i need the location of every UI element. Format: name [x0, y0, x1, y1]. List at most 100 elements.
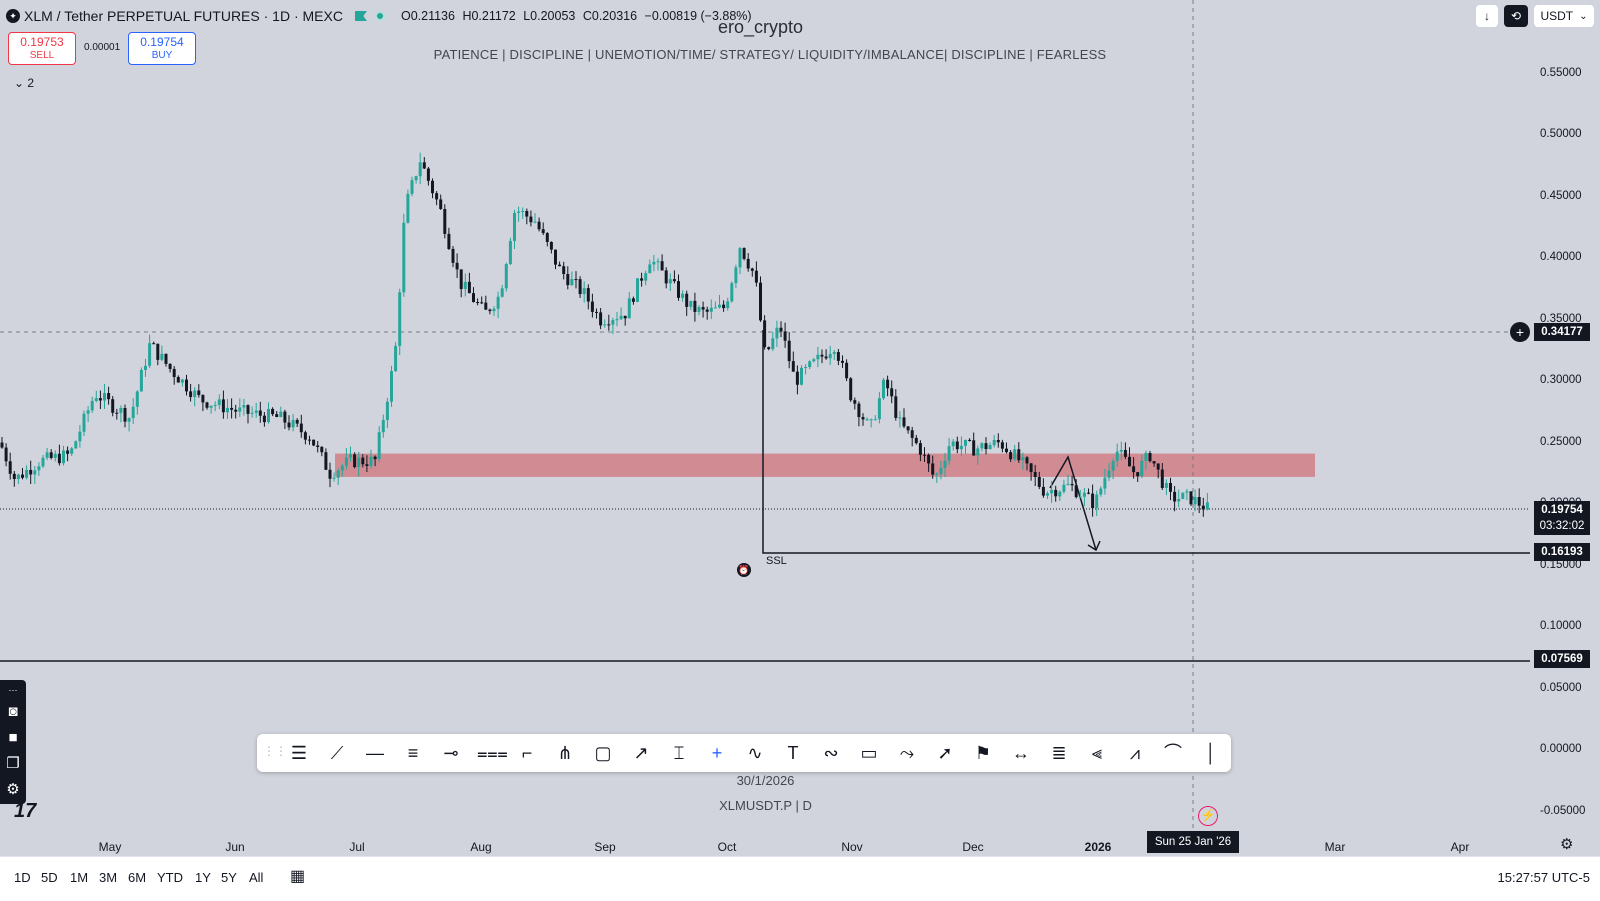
- comment-icon[interactable]: ▭: [860, 743, 878, 763]
- candle-body: [923, 454, 926, 456]
- candle-body: [603, 324, 607, 326]
- horizontal-ray-icon[interactable]: ⊸: [443, 743, 459, 763]
- flag-marker-icon[interactable]: ⚑: [974, 743, 992, 763]
- candle-body: [1136, 472, 1140, 477]
- candle-body: [213, 405, 217, 407]
- candle-body: [98, 398, 102, 401]
- polyline-icon[interactable]: ⩘: [1129, 743, 1141, 763]
- range-button[interactable]: 1M: [70, 870, 89, 885]
- last-price-tag: 0.19754: [1534, 501, 1590, 519]
- curve-icon[interactable]: ∿: [747, 743, 763, 763]
- more-icon[interactable]: ⋯: [8, 685, 18, 695]
- candle-body: [103, 393, 106, 401]
- buy-label: BUY: [151, 50, 173, 61]
- arrow-icon[interactable]: ➚: [937, 743, 953, 763]
- candle-body: [336, 470, 340, 478]
- candle-body: [508, 240, 512, 264]
- add-alert-icon[interactable]: +: [1510, 322, 1530, 342]
- indicators-toggle[interactable]: ⌄ 2: [14, 76, 34, 90]
- candle-body: [939, 467, 943, 474]
- candle-body: [139, 369, 143, 392]
- parallel-channel-icon[interactable]: ≡: [407, 743, 419, 763]
- price-chart[interactable]: [0, 0, 1600, 856]
- callout-icon[interactable]: ⌐: [521, 743, 533, 763]
- range-button[interactable]: 1Y: [195, 870, 211, 885]
- range-button[interactable]: 5D: [41, 870, 58, 885]
- range-button[interactable]: All: [249, 870, 264, 885]
- download-button[interactable]: ↓: [1476, 5, 1498, 27]
- candle-body: [529, 216, 533, 223]
- flag-icon[interactable]: [354, 11, 367, 21]
- rectangle-icon[interactable]: ▢: [594, 743, 612, 763]
- camera-icon[interactable]: ◙: [8, 703, 18, 720]
- horizontal-line-icon[interactable]: —: [366, 743, 384, 763]
- price-range-icon[interactable]: ⌶: [673, 743, 685, 763]
- range-button[interactable]: 6M: [128, 870, 147, 885]
- drag-handle-icon[interactable]: ⋮⋮: [263, 744, 287, 758]
- candle-body: [279, 411, 283, 417]
- candle-body: [685, 293, 689, 307]
- arrow-marker-icon[interactable]: ↗: [633, 743, 649, 763]
- long-position-icon[interactable]: ⫷: [1091, 743, 1103, 763]
- candle-body: [410, 180, 414, 194]
- range-button[interactable]: 3M: [99, 870, 118, 885]
- tradingview-logo-icon[interactable]: 17: [14, 800, 37, 822]
- candle-body: [1160, 469, 1164, 488]
- trend-line-icon[interactable]: ⟋: [330, 743, 344, 763]
- candle-body: [668, 279, 672, 284]
- candle-body: [968, 439, 972, 441]
- text-icon[interactable]: T: [787, 743, 799, 763]
- settings-icon[interactable]: ⚙: [6, 781, 20, 798]
- candle-body: [521, 210, 525, 212]
- range-button[interactable]: YTD: [157, 870, 183, 885]
- price-axis-label: 0.40000: [1540, 251, 1582, 263]
- sell-button[interactable]: 0.19753 SELL: [8, 32, 76, 65]
- candle-body: [791, 361, 795, 372]
- market-status-icon[interactable]: [374, 11, 385, 21]
- candle-body: [554, 249, 557, 265]
- fib-retracement-icon[interactable]: ≣: [1051, 743, 1067, 763]
- windows-icon[interactable]: ❐: [6, 755, 20, 772]
- pitchfork-icon[interactable]: ⋔: [557, 743, 573, 763]
- date-range-icon[interactable]: ↔: [1012, 743, 1030, 763]
- candle-body: [812, 359, 816, 362]
- candle-body: [459, 269, 463, 289]
- candle-body: [1103, 477, 1107, 489]
- lightning-icon[interactable]: ⚡: [1198, 806, 1218, 826]
- candle-body: [418, 162, 422, 177]
- candle-body: [1074, 485, 1078, 498]
- candle-body: [1197, 497, 1201, 506]
- buy-button[interactable]: 0.19754 BUY: [128, 32, 196, 65]
- range-button[interactable]: 1D: [14, 870, 31, 885]
- candle-body: [504, 263, 508, 289]
- crosshair-icon[interactable]: +: [711, 743, 723, 763]
- path-icon[interactable]: ⤳: [899, 743, 915, 763]
- vertical-line-icon[interactable]: │: [1205, 743, 1217, 763]
- projection-arrowhead: [1087, 540, 1101, 552]
- range-button[interactable]: 5Y: [221, 870, 237, 885]
- candle-body: [1017, 449, 1021, 461]
- brush-icon[interactable]: ∾: [823, 743, 839, 763]
- currency-select[interactable]: USDT ⌄: [1534, 5, 1594, 27]
- horizontal-lines-icon[interactable]: ☰: [290, 743, 308, 763]
- alarm-clock-icon[interactable]: ⏰: [737, 563, 751, 577]
- candle-body: [455, 262, 459, 270]
- info-line-icon[interactable]: ⩶: [477, 743, 508, 763]
- candle-body: [726, 301, 730, 309]
- candle-body: [385, 401, 389, 420]
- video-icon[interactable]: ■: [8, 729, 18, 746]
- candle-body: [865, 419, 869, 421]
- settings-gear-icon[interactable]: ⚙: [1560, 836, 1574, 853]
- chart-area[interactable]: ✦ XLM / Tether PERPETUAL FUTURES · 1D · …: [0, 0, 1600, 856]
- replay-button[interactable]: ⟲: [1504, 5, 1528, 27]
- symbol-title[interactable]: XLM / Tether PERPETUAL FUTURES · 1D · ME…: [24, 8, 343, 24]
- calendar-icon[interactable]: ▦: [290, 868, 306, 885]
- spread-value: 0.00001: [84, 42, 121, 53]
- candle-body: [283, 411, 287, 423]
- candle-body: [882, 379, 885, 399]
- candle-body: [1164, 483, 1168, 488]
- candle-body: [562, 266, 566, 274]
- arc-icon[interactable]: ⌒: [1164, 743, 1182, 763]
- candle-body: [463, 281, 467, 289]
- open-value: O0.21136: [400, 9, 455, 23]
